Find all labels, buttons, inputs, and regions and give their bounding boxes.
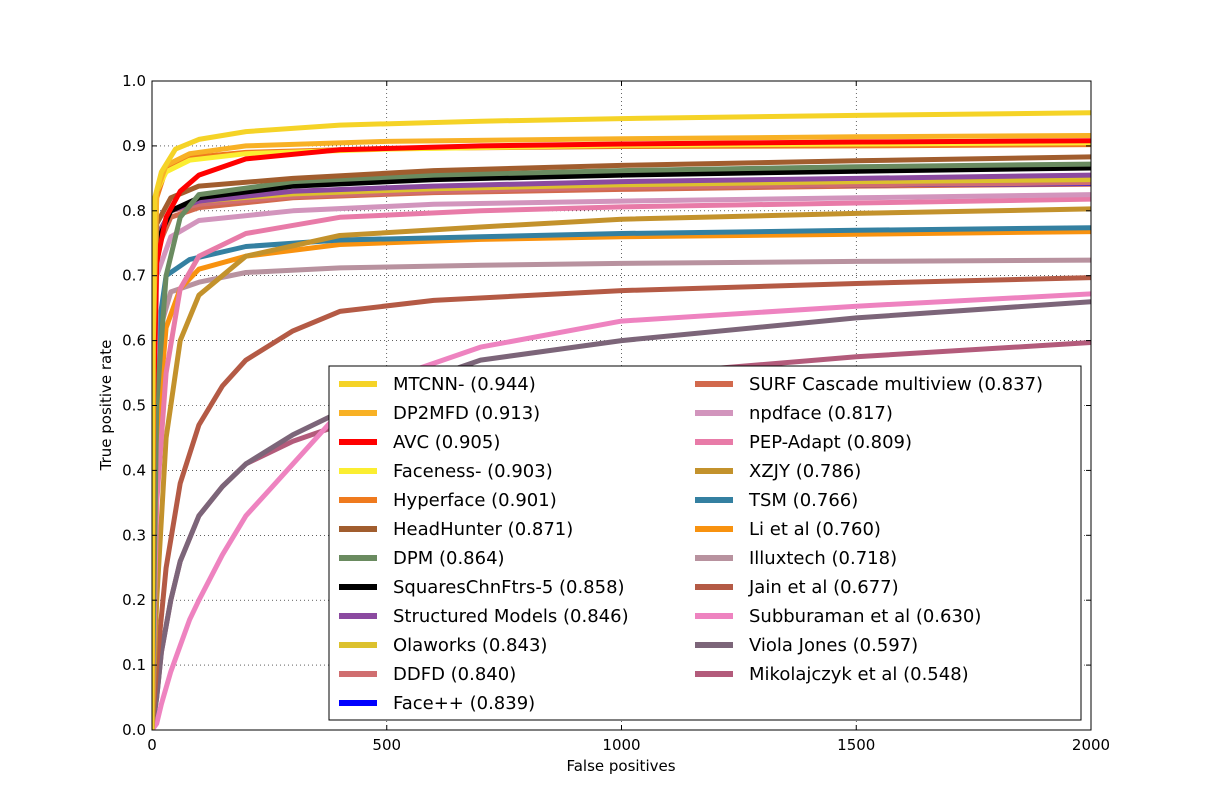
legend-label: Li et al (0.760) (749, 519, 881, 540)
legend-item: Jain et al (0.677) (695, 577, 899, 598)
legend-item: DDFD (0.840) (339, 664, 516, 685)
legend-item: npdface (0.817) (695, 403, 893, 424)
legend-item: TSM (0.766) (695, 490, 858, 511)
legend-item: PEP-Adapt (0.809) (695, 432, 912, 453)
legend: MTCNN- (0.944) DP2MFD (0.913) AVC (0.905) F… (328, 365, 1082, 721)
legend-label: Jain et al (0.677) (748, 577, 899, 598)
legend-label: Viola Jones (0.597) (749, 635, 918, 656)
legend-label: AVC (0.905) (393, 432, 500, 453)
legend-label: Faceness- (0.903) (393, 461, 553, 482)
legend-label: Olaworks (0.843) (393, 635, 547, 656)
legend-item: XZJY (0.786) (695, 461, 861, 482)
x-axis-label: False positives (566, 757, 675, 775)
y-tick-label: 0.7 (122, 267, 146, 285)
legend-item: Illuxtech (0.718) (695, 548, 897, 569)
x-tick-label: 2000 (1072, 736, 1110, 754)
y-tick-label: 0.8 (122, 202, 146, 220)
legend-item: DPM (0.864) (339, 548, 505, 569)
series-line-6 (152, 161, 1091, 730)
y-axis-ticks: 0.0 0.1 0.2 0.3 0.4 0.5 0.6 0.7 0.8 0.9 1.0 (122, 72, 1091, 739)
legend-label: PEP-Adapt (0.809) (749, 432, 912, 453)
legend-label: XZJY (0.786) (749, 461, 861, 482)
legend-label: SURF Cascade multiview (0.837) (749, 374, 1043, 395)
y-tick-label: 1.0 (122, 72, 146, 90)
legend-item: MTCNN- (0.944) (339, 374, 536, 395)
legend-item: SURF Cascade multiview (0.837) (695, 374, 1043, 395)
y-tick-label: 0.4 (122, 461, 146, 479)
legend-label: MTCNN- (0.944) (393, 374, 536, 395)
series-line-20 (152, 291, 1091, 730)
series-line-14 (152, 196, 1091, 730)
legend-label: DP2MFD (0.913) (393, 403, 540, 424)
legend-item: Face++ (0.839) (339, 693, 535, 714)
y-tick-label: 0.6 (122, 332, 146, 350)
legend-item: Viola Jones (0.597) (695, 635, 918, 656)
legend-item: Li et al (0.760) (695, 519, 881, 540)
legend-label: SquaresChnFtrs-5 (0.858) (393, 577, 625, 598)
legend-item: HeadHunter (0.871) (339, 519, 573, 540)
x-tick-label: 500 (372, 736, 401, 754)
series-line-15 (152, 206, 1091, 730)
y-tick-label: 0.3 (122, 526, 146, 544)
y-tick-label: 0.9 (122, 137, 146, 155)
y-tick-label: 0.5 (122, 397, 146, 415)
legend-item: Hyperface (0.901) (339, 490, 557, 511)
legend-item: Mikolajczyk et al (0.548) (695, 664, 969, 685)
legend-item: DP2MFD (0.913) (339, 403, 540, 424)
legend-item: SquaresChnFtrs-5 (0.858) (339, 577, 625, 598)
legend-item: Faceness- (0.903) (339, 461, 553, 482)
legend-label: DPM (0.864) (393, 548, 505, 569)
legend-box (328, 365, 1082, 721)
y-tick-label: 0.1 (122, 656, 146, 674)
legend-label: Hyperface (0.901) (393, 490, 557, 511)
legend-item: Structured Models (0.846) (339, 606, 629, 627)
series-line-19 (152, 275, 1091, 730)
legend-label: DDFD (0.840) (393, 664, 516, 685)
legend-label: npdface (0.817) (749, 403, 893, 424)
legend-label: Structured Models (0.846) (393, 606, 629, 627)
series-line-0 (152, 110, 1091, 730)
legend-label: HeadHunter (0.871) (393, 519, 573, 540)
legend-item: AVC (0.905) (339, 432, 500, 453)
legend-label: TSM (0.766) (748, 490, 858, 511)
legend-label: Mikolajczyk et al (0.548) (749, 664, 969, 685)
legend-label: Face++ (0.839) (393, 693, 535, 714)
y-axis-label: True positive rate (97, 340, 115, 472)
y-tick-label: 0.0 (122, 721, 146, 739)
x-tick-label: 1500 (837, 736, 875, 754)
x-tick-label: 1000 (602, 736, 640, 754)
x-tick-label: 0 (147, 736, 157, 754)
y-tick-label: 0.2 (122, 591, 146, 609)
x-axis-ticks: 0 500 1000 1500 2000 (147, 81, 1110, 754)
series-lines (152, 110, 1091, 730)
series-line-21 (152, 299, 1091, 730)
legend-label: Illuxtech (0.718) (749, 548, 897, 569)
legend-item: Subburaman et al (0.630) (695, 606, 981, 627)
legend-item: Olaworks (0.843) (339, 635, 547, 656)
legend-label: Subburaman et al (0.630) (749, 606, 981, 627)
